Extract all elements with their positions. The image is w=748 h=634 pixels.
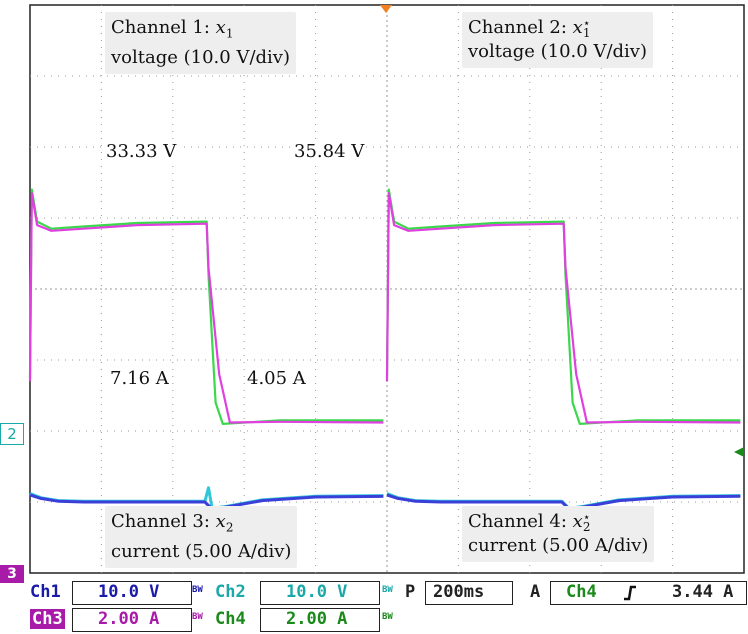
trace-ch1-segment-2 [386, 493, 741, 511]
trace-ch3-segment-2 [385, 192, 741, 424]
ch3-scale-box[interactable] [72, 608, 192, 632]
annotation-channel-1: Channel 1: x1 voltage (10.0 V/div) [105, 12, 296, 74]
annotation-channel-2: Channel 2: x⋆ 1 voltage (10.0 V/div) [462, 12, 653, 68]
ch4-label[interactable]: Ch4 [215, 609, 246, 629]
ch4-var: x [572, 511, 583, 532]
label-current-left: 7.16 A [108, 368, 171, 389]
trigger-source: Ch4 [566, 582, 597, 602]
timebase: 200ms [433, 582, 485, 602]
trigger-box[interactable] [550, 581, 747, 605]
trigger-position-marker [380, 5, 392, 13]
ch2-title: Channel 2: [468, 17, 567, 38]
trace-ch1-segment-1 [29, 493, 384, 511]
ch4-unit: current (5.00 A/div) [468, 535, 649, 556]
timebase-box[interactable] [425, 581, 513, 605]
ch2-sub: 1 [582, 26, 591, 40]
ch4-scale-box[interactable] [260, 608, 380, 632]
trigger-level-marker [734, 447, 744, 457]
ch1-label[interactable]: Ch1 [30, 582, 61, 602]
ch3-sub: 2 [225, 520, 234, 535]
annotation-channel-4: Channel 4: x⋆ 2 current (5.00 A/div) [462, 506, 655, 562]
ch1-unit: voltage (10.0 V/div) [111, 46, 290, 68]
ch3-bw: BW [192, 612, 203, 622]
ch2-scale-box[interactable] [260, 581, 380, 605]
ch3-scale: 2.00 A [98, 609, 160, 629]
ch4-sup: ⋆ [582, 510, 591, 524]
label-voltage-left: 33.33 V [104, 141, 179, 162]
ch2-scale: 10.0 V [286, 582, 348, 602]
ch3-var: x [215, 511, 226, 532]
ch1-scale-box[interactable] [72, 581, 192, 605]
channel-2-marker-label: 2 [7, 425, 17, 443]
trace-ch3-segment-1 [28, 192, 384, 424]
trigger-level: 3.44 A [672, 582, 734, 602]
channel-3-marker-label: 3 [7, 566, 17, 582]
ch1-var: x [215, 17, 226, 38]
ch4-sub: 2 [582, 520, 591, 534]
channel-2-marker[interactable]: 2 [0, 423, 24, 445]
ch1-bw: BW [192, 585, 203, 595]
ch1-scale: 10.0 V [98, 582, 160, 602]
ch2-bw: BW [382, 585, 393, 595]
ch3-unit: current (5.00 A/div) [111, 540, 292, 562]
ch4-bw: BW [382, 612, 393, 622]
label-voltage-right: 35.84 V [292, 141, 367, 162]
channel-3-marker[interactable]: 3 [0, 565, 24, 583]
annotation-channel-3: Channel 3: x2 current (5.00 A/div) [105, 506, 298, 568]
ch4-scale: 2.00 A [286, 609, 348, 629]
ch3-title: Channel 3: [111, 511, 210, 532]
trigger-mode: A [530, 582, 541, 602]
ch1-title: Channel 1: [111, 17, 210, 38]
ch1-sub: 1 [225, 26, 234, 41]
status-bar: Ch1 10.0 V BW Ch2 10.0 V BW P 200ms A Ch… [0, 580, 748, 634]
ch2-label[interactable]: Ch2 [215, 582, 246, 602]
traces [28, 188, 741, 511]
acq-mode: P [405, 582, 416, 602]
ch3-label[interactable]: Ch3 [30, 609, 65, 629]
ch2-sup: ⋆ [582, 16, 591, 30]
rising-edge-icon [624, 585, 636, 601]
label-current-right: 4.05 A [245, 368, 308, 389]
ch2-var: x [572, 17, 583, 38]
ch2-unit: voltage (10.0 V/div) [468, 41, 647, 62]
ch4-title: Channel 4: [468, 511, 567, 532]
